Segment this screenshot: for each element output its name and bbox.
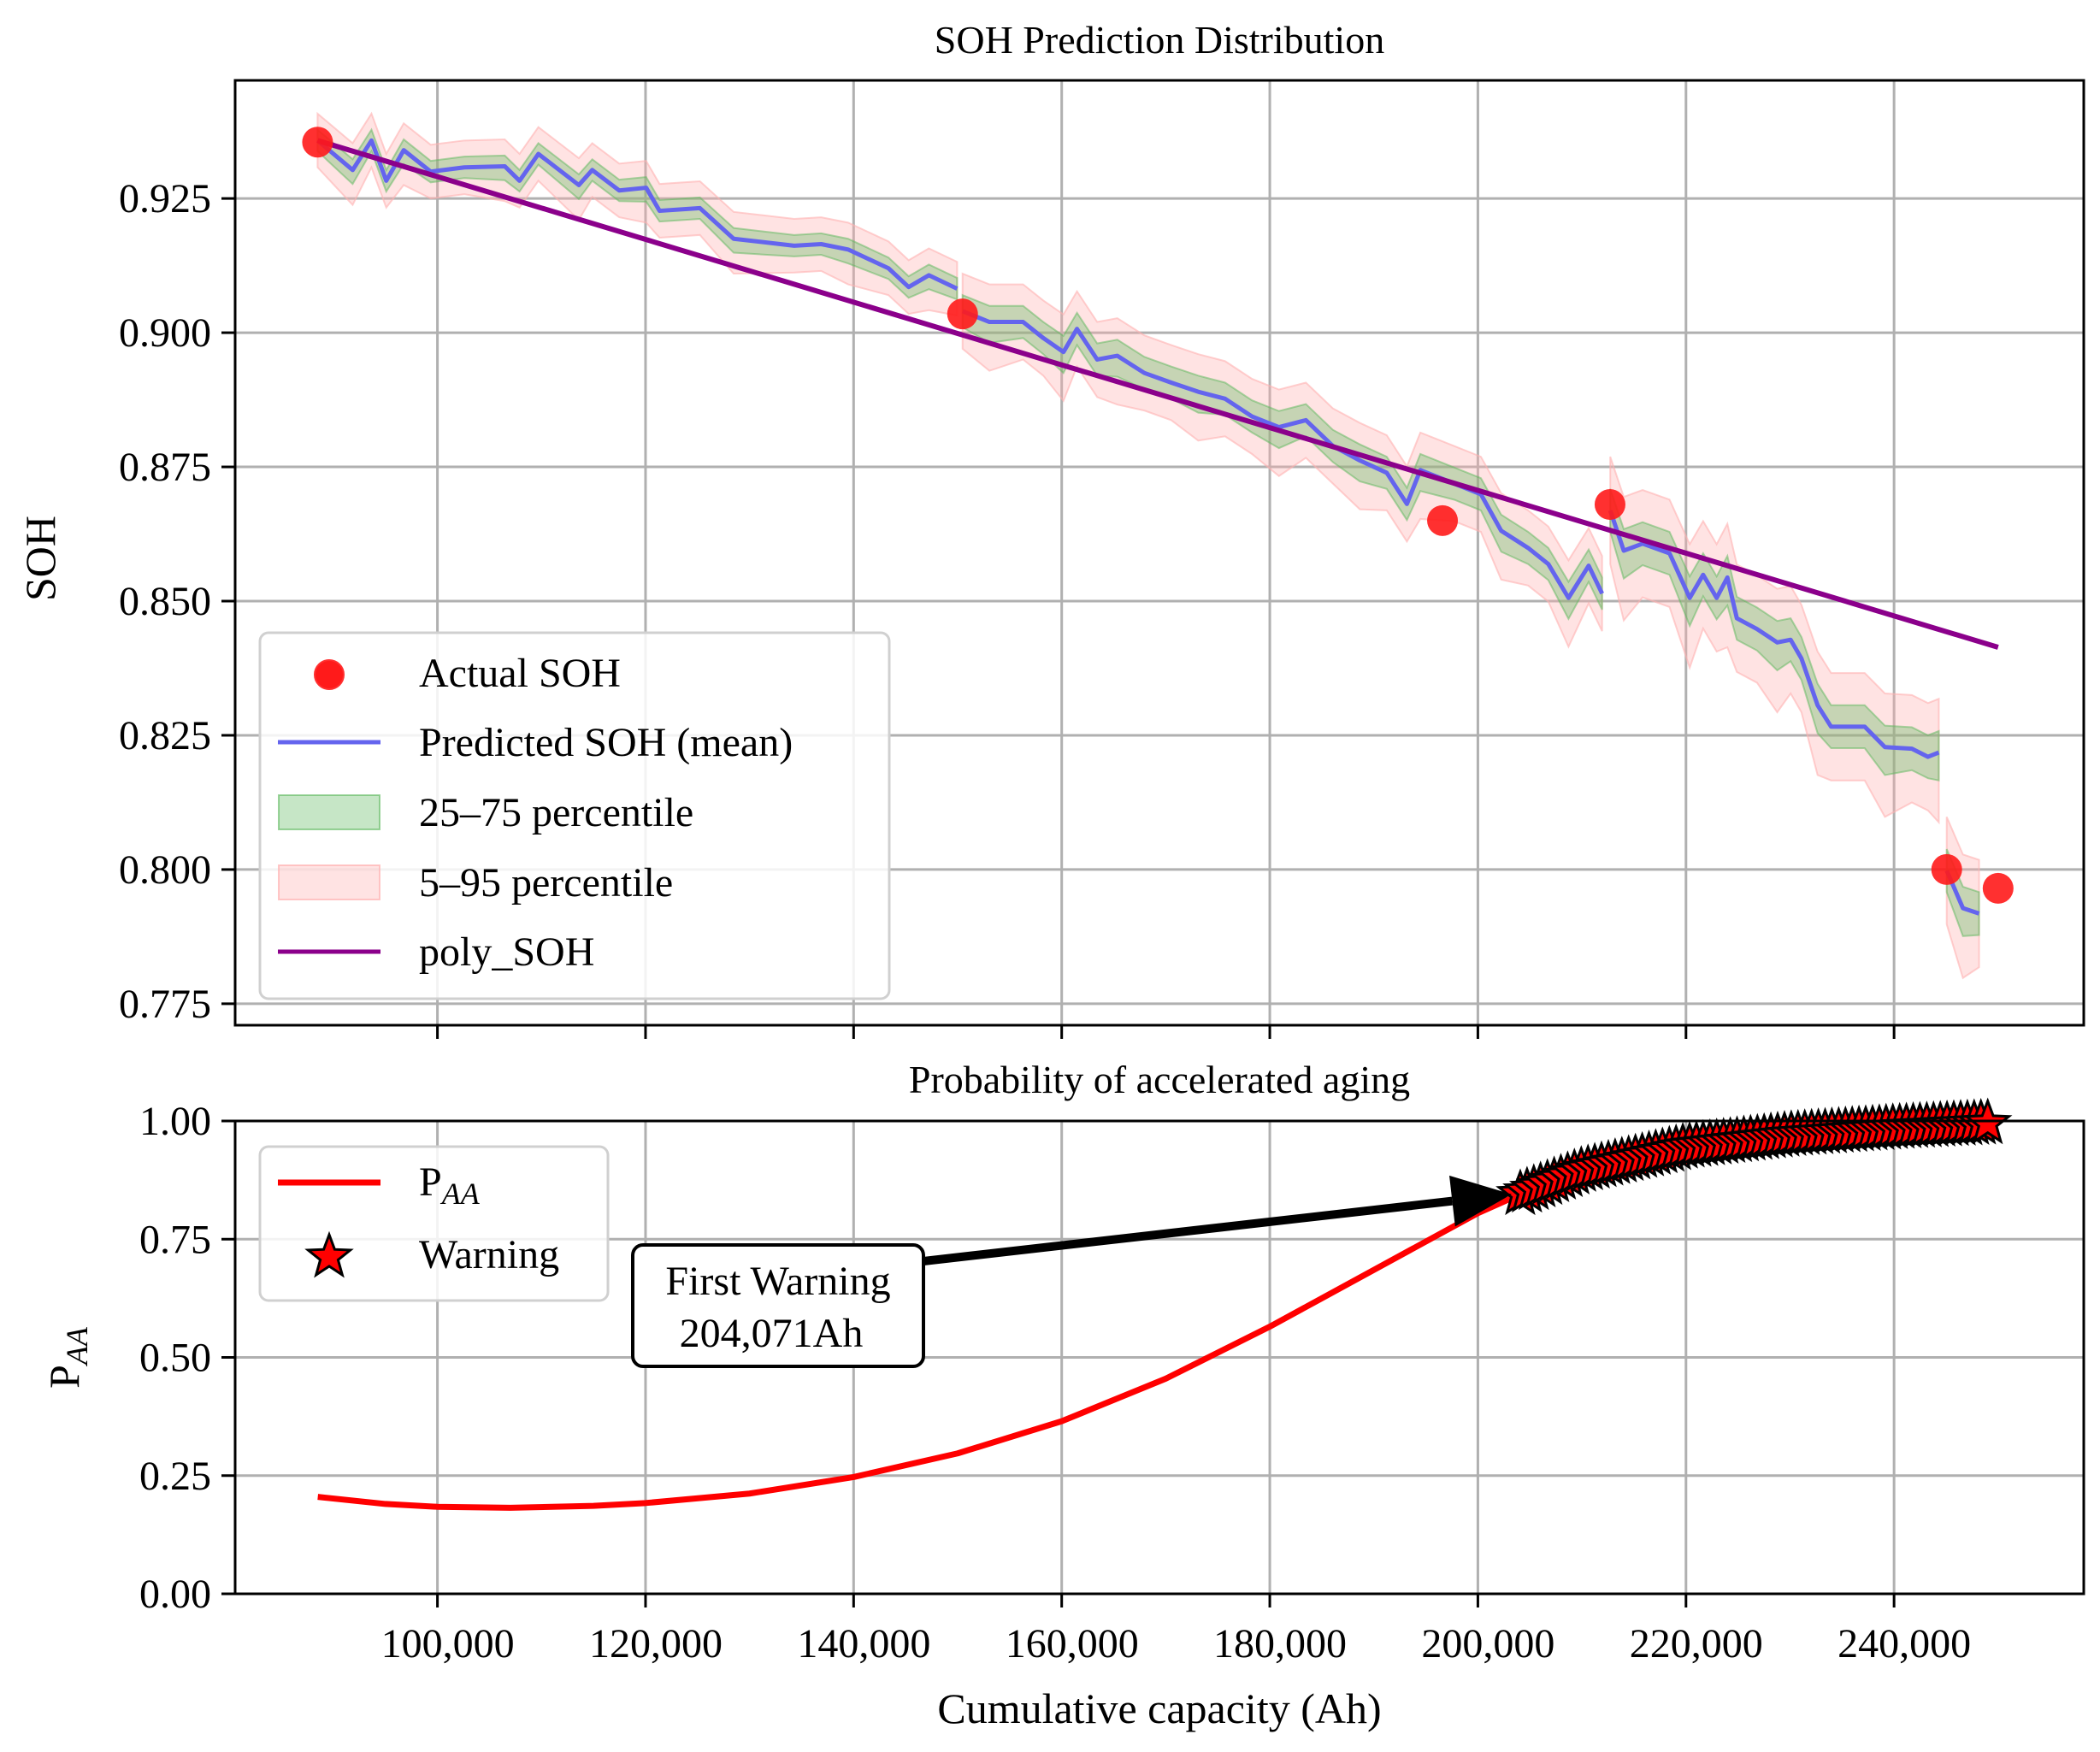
paa-y-tick-label: 1.00 bbox=[139, 1099, 211, 1144]
legend-actual-marker bbox=[314, 659, 345, 690]
soh-legend-frame bbox=[258, 631, 891, 1000]
actual-soh-point bbox=[1931, 853, 1962, 885]
actual-soh-point bbox=[1594, 488, 1625, 520]
legend-p5-95-label: 5–95 percentile bbox=[419, 860, 673, 905]
first-warning-annotation: First Warning 204,071Ah bbox=[631, 1175, 1512, 1368]
actual-soh-point bbox=[1427, 504, 1459, 536]
soh-y-tick-label: 0.775 bbox=[119, 982, 211, 1027]
x-tick-label: 140,000 bbox=[797, 1621, 930, 1666]
paa-y-tick-label: 0.00 bbox=[139, 1572, 211, 1617]
paa-legend: PAA Warning bbox=[258, 1145, 610, 1302]
x-tick-label: 100,000 bbox=[381, 1621, 515, 1666]
soh-y-tick-label: 0.800 bbox=[119, 847, 211, 893]
x-tick-label: 240,000 bbox=[1838, 1621, 1971, 1666]
legend-warning-label: Warning bbox=[419, 1232, 559, 1277]
annotation-arrow-head bbox=[1449, 1175, 1512, 1227]
annotation-arrow-shaft bbox=[923, 1196, 1453, 1265]
legend-paa-label: PAA bbox=[419, 1159, 481, 1211]
x-tick-label: 180,000 bbox=[1213, 1621, 1347, 1666]
paa-chart-title: Probability of accelerated aging bbox=[909, 1058, 1410, 1101]
paa-y-tick-label: 0.50 bbox=[139, 1336, 211, 1381]
paa-y-tick-label: 0.75 bbox=[139, 1217, 211, 1262]
soh-chart-title: SOH Prediction Distribution bbox=[935, 18, 1384, 62]
soh-chart: SOH Prediction Distribution 0.7750.8000.… bbox=[16, 18, 2085, 1039]
legend-iqr-swatch bbox=[278, 794, 380, 830]
legend-mean-label: Predicted SOH (mean) bbox=[419, 720, 793, 765]
predicted-mean-line bbox=[316, 138, 959, 291]
x-tick-label: 200,000 bbox=[1421, 1621, 1554, 1666]
poly-soh-line bbox=[316, 138, 1999, 650]
legend-poly-label: poly_SOH bbox=[419, 929, 594, 975]
iqr-band bbox=[316, 127, 959, 301]
predicted-mean-line bbox=[1607, 510, 1940, 759]
actual-soh-point bbox=[1982, 872, 2014, 904]
soh-ticks: 0.775 0.800 0.825 0.850 0.875 0.900 0.925 bbox=[119, 176, 1896, 1039]
soh-axes-frame bbox=[233, 79, 2085, 1027]
soh-y-axis-label: SOH bbox=[16, 516, 64, 601]
actual-soh-point bbox=[947, 298, 978, 330]
paa-warning-stars bbox=[1495, 1097, 2013, 1216]
annotation-line2: 204,071Ah bbox=[680, 1311, 864, 1356]
legend-p5-95-swatch bbox=[278, 864, 380, 900]
paa-y-axis-label: PAA bbox=[40, 1326, 94, 1389]
annotation-box bbox=[631, 1243, 925, 1368]
x-tick-label: 220,000 bbox=[1630, 1621, 1763, 1666]
soh-legend: Actual SOH Predicted SOH (mean) 25–75 pe… bbox=[258, 631, 891, 1000]
soh-y-tick-label: 0.850 bbox=[119, 579, 211, 624]
x-axis-label: Cumulative capacity (Ah) bbox=[937, 1684, 1381, 1732]
soh-bands bbox=[316, 111, 1980, 980]
predicted-mean-line bbox=[961, 309, 1604, 600]
legend-actual-label: Actual SOH bbox=[419, 651, 621, 696]
actual-soh-point bbox=[302, 127, 333, 158]
annotation-line1: First Warning bbox=[665, 1259, 890, 1304]
soh-actual-points bbox=[302, 127, 2014, 904]
p5-95-band bbox=[961, 272, 1603, 649]
paa-chart: Probability of accelerated aging 100,000… bbox=[40, 1058, 2085, 1732]
soh-y-tick-label: 0.925 bbox=[119, 176, 211, 221]
legend-iqr-label: 25–75 percentile bbox=[419, 790, 693, 835]
paa-ticks: 100,000 120,000 140,000 160,000 180,000 200,0… bbox=[139, 1099, 1971, 1666]
paa-y-tick-label: 0.25 bbox=[139, 1454, 211, 1499]
soh-y-tick-label: 0.825 bbox=[119, 713, 211, 758]
soh-y-tick-label: 0.875 bbox=[119, 445, 211, 490]
soh-y-tick-label: 0.900 bbox=[119, 310, 211, 356]
x-tick-label: 160,000 bbox=[1006, 1621, 1139, 1666]
x-tick-label: 120,000 bbox=[589, 1621, 723, 1666]
legend-warning-star-icon bbox=[304, 1230, 354, 1278]
